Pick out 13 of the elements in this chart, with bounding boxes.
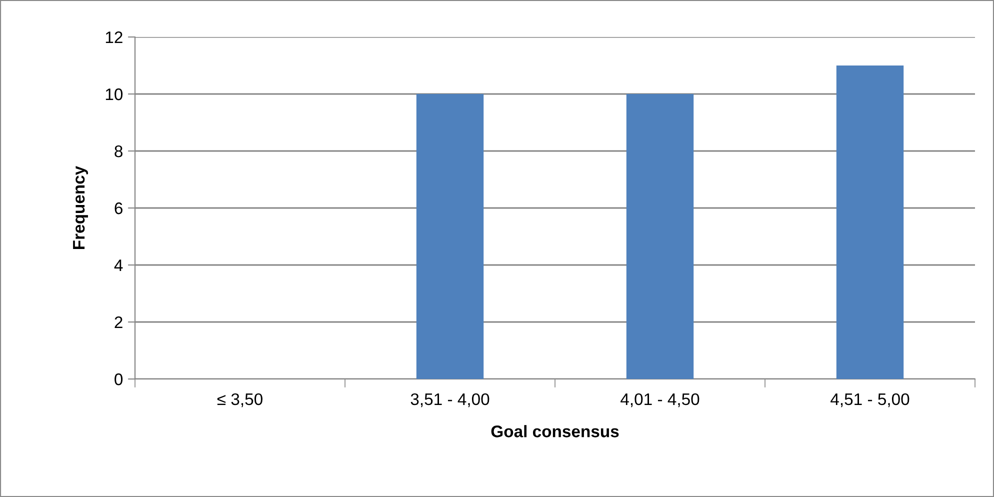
y-tick-label: 12 [106, 31, 122, 44]
x-axis-title: Goal consensus [491, 425, 619, 438]
y-tick-label: 2 [114, 316, 122, 328]
y-tick-label: 6 [114, 202, 122, 214]
x-tick-label: 3,51 - 4,00 [410, 393, 490, 408]
y-tick-label: 10 [106, 88, 123, 100]
y-tick-label: 8 [114, 145, 122, 158]
y-axis-title: Frequency [73, 166, 88, 250]
y-tick-label: 4 [114, 260, 123, 272]
x-tick-label: ≤ 3,50 [217, 393, 262, 408]
x-tick-label: 4,01 - 4,50 [620, 393, 700, 408]
x-tick-label: 4,51 - 5,00 [830, 393, 910, 408]
y-tick-label: 0 [114, 373, 123, 386]
